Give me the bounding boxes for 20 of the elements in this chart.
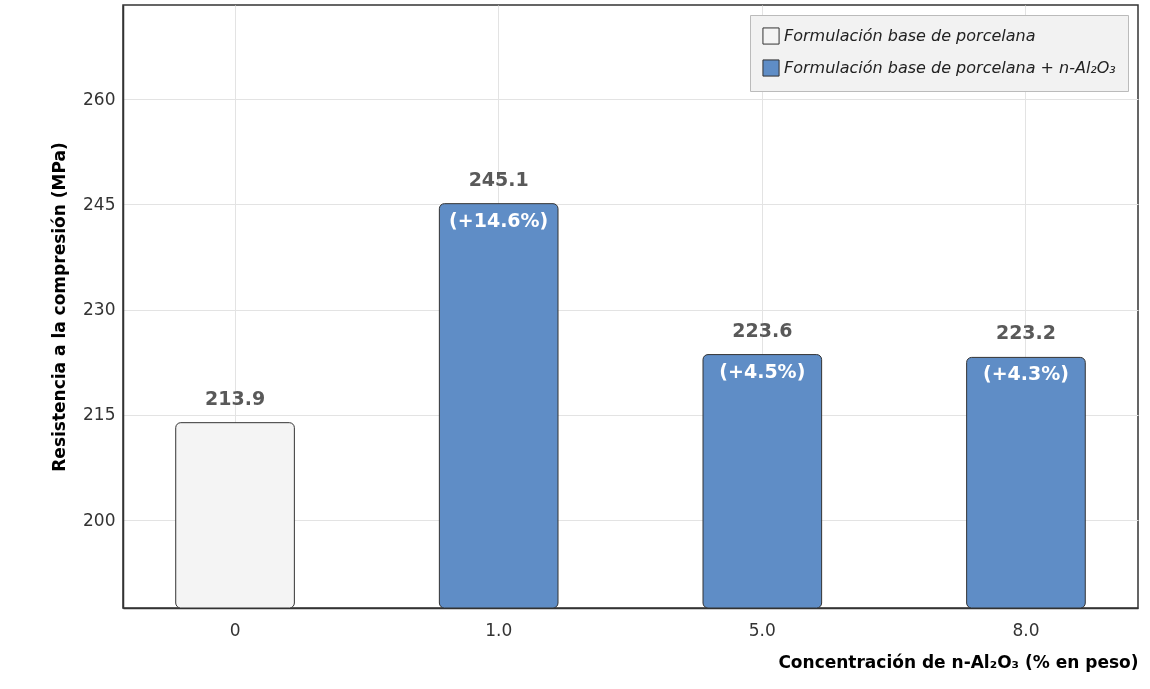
legend-label: Formulación base de porcelana + n-Al₂O₃	[784, 58, 1116, 77]
y-tick-label: 215	[83, 404, 116, 425]
data-label: 223.2	[995, 321, 1057, 344]
x-tick-label: 5.0	[748, 619, 776, 640]
y-axis-title: Resistencia a la compresión (MPa)	[49, 142, 70, 472]
y-tick-label: 200	[83, 509, 116, 530]
y-tick-label: 245	[83, 193, 116, 214]
data-label: 213.9	[204, 386, 266, 409]
x-tick-label: 1.0	[485, 619, 513, 640]
data-label: 223.6	[732, 318, 793, 341]
legend-label: Formulación base de porcelana	[784, 26, 1036, 45]
y-tick-label: 230	[83, 299, 116, 320]
y-tick-label: 260	[83, 88, 116, 109]
data-label: 245.1	[468, 167, 529, 190]
annotation: (+4.5%)	[719, 359, 806, 382]
x-tick-label: 8.0	[1012, 619, 1040, 640]
annotation: (+4.3%)	[982, 362, 1069, 385]
x-axis-title: Concentración de n-Al₂O₃ (% en peso)	[778, 651, 1139, 672]
annotation: (+14.6%)	[449, 208, 549, 231]
x-tick-label: 0	[229, 619, 241, 640]
